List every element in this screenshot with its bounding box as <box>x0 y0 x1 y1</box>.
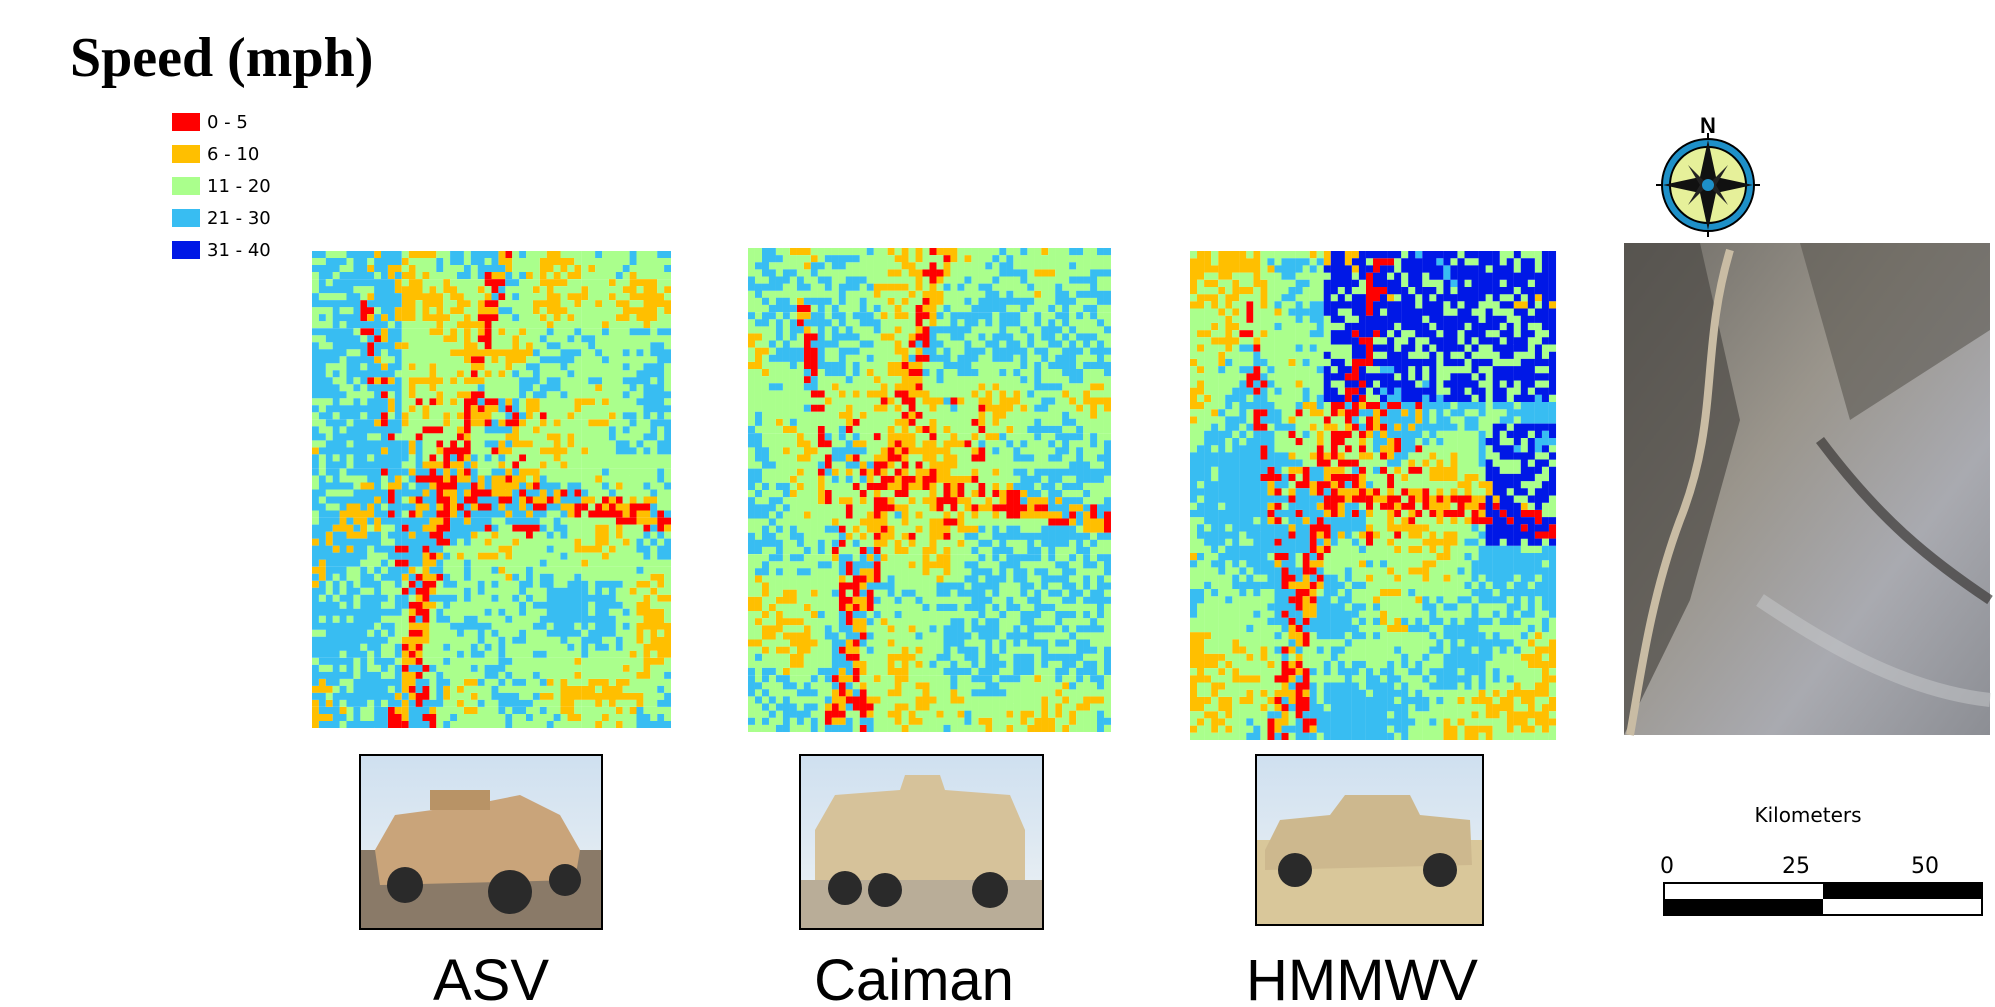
north-arrow: N <box>1656 113 1760 237</box>
legend-swatch <box>172 209 200 227</box>
speed-maps <box>312 248 1556 740</box>
photo-asv <box>360 755 602 929</box>
captions: ASV Caiman HMMWV <box>433 948 1478 1007</box>
scale-tick-label: 50 <box>1911 854 1939 879</box>
legend-swatch <box>172 113 200 131</box>
photo-caiman <box>800 755 1043 929</box>
legend-label: 31 - 40 <box>207 240 271 261</box>
legend: 0 - 5 6 - 10 11 - 20 21 - 30 31 - 40 <box>172 112 271 261</box>
satellite-image <box>1624 243 1990 735</box>
vehicle-label: ASV <box>433 948 549 1007</box>
scale-bar: Kilometers 0 25 50 <box>1660 803 1982 915</box>
legend-label: 0 - 5 <box>207 112 248 133</box>
legend-swatch <box>172 241 200 259</box>
north-label: N <box>1700 113 1716 138</box>
legend-label: 11 - 20 <box>207 176 271 197</box>
title: Speed (mph) <box>70 27 373 89</box>
legend-label: 6 - 10 <box>207 144 259 165</box>
scale-tick-label: 0 <box>1660 854 1674 879</box>
legend-label: 21 - 30 <box>207 208 271 229</box>
scale-title: Kilometers <box>1754 803 1861 827</box>
scale-tick-label: 25 <box>1782 854 1810 879</box>
legend-swatch <box>172 177 200 195</box>
figure: Speed (mph) 0 - 5 6 - 10 11 - 20 21 - 30 31 … <box>0 0 1995 1007</box>
legend-swatch <box>172 145 200 163</box>
vehicle-label: Caiman <box>814 948 1014 1007</box>
vehicle-label: HMMWV <box>1246 948 1478 1007</box>
photo-hmmwv <box>1256 755 1483 925</box>
